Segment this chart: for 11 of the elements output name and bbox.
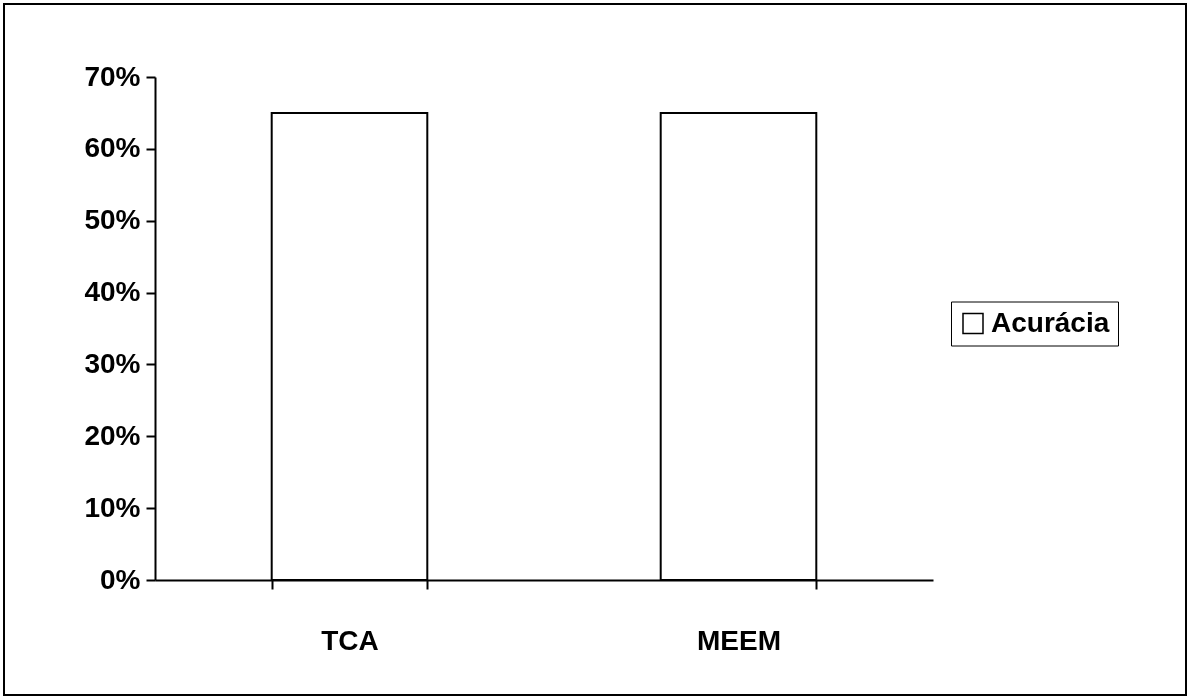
y-tick-label: 50%	[84, 204, 141, 236]
y-tick-label: 30%	[84, 347, 141, 379]
x-tick-label: MEEM	[697, 624, 781, 656]
legend-label: Acurácia	[991, 306, 1110, 338]
y-tick-label: 40%	[84, 276, 141, 308]
y-tick-label: 60%	[84, 132, 141, 164]
x-tick-label: TCA	[321, 624, 379, 656]
y-tick-label: 10%	[84, 491, 141, 523]
y-tick-label: 70%	[84, 60, 141, 92]
y-tick-label: 0%	[100, 563, 141, 595]
y-tick-label: 20%	[84, 419, 141, 451]
